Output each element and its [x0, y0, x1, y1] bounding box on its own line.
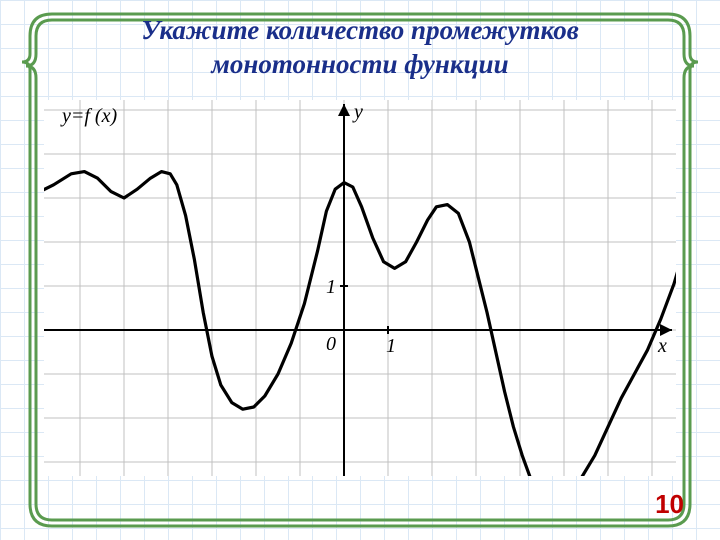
answer-value: 10: [655, 489, 684, 520]
question-title: Укажите количество промежутков монотонно…: [40, 14, 680, 82]
svg-text:y=f (x): y=f (x): [60, 105, 117, 127]
svg-text:y: y: [352, 101, 363, 123]
svg-text:1: 1: [386, 335, 396, 357]
title-line-2: монотонности функции: [211, 49, 508, 79]
svg-text:0: 0: [326, 333, 336, 355]
svg-text:1: 1: [326, 276, 336, 298]
title-line-1: Укажите количество промежутков: [141, 15, 579, 45]
svg-text:x: x: [657, 335, 667, 357]
function-chart: 0118xyy=f (x): [44, 100, 676, 476]
slide: { "title_line1": "Укажите количество про…: [0, 0, 720, 540]
